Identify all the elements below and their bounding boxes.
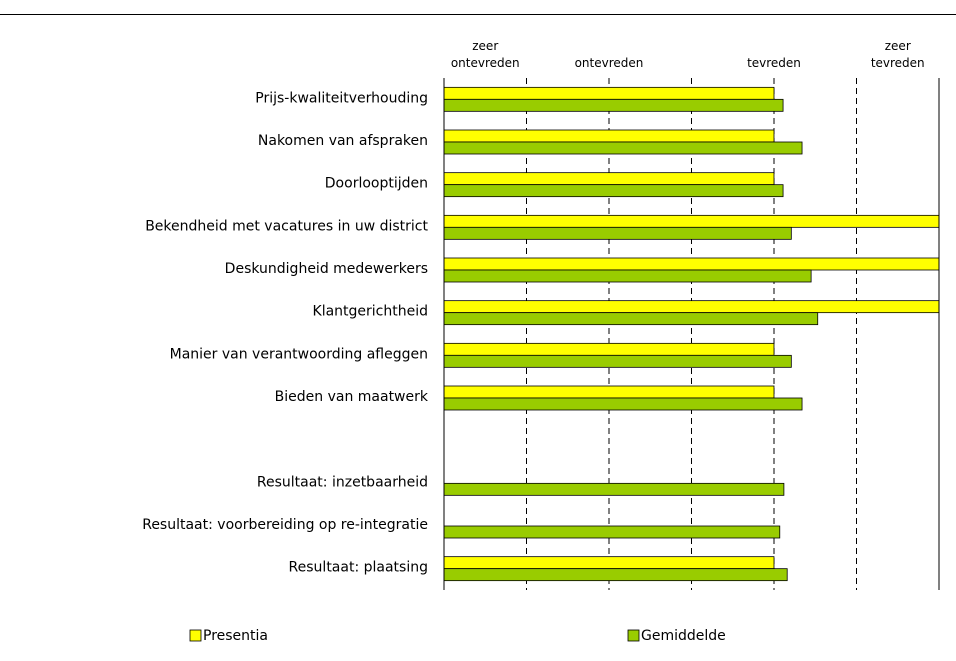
bar bbox=[443, 556, 775, 570]
x-tick-label: zeer ontevreden bbox=[450, 39, 520, 70]
y-tick-label: Nakomen van afspraken bbox=[258, 133, 428, 149]
bar bbox=[443, 269, 812, 283]
y-tick-label: Bieden van maatwerk bbox=[275, 389, 429, 405]
bar bbox=[443, 312, 819, 326]
bar bbox=[443, 86, 775, 100]
bar bbox=[443, 342, 775, 356]
legend-label: Gemiddelde bbox=[641, 628, 726, 644]
bar bbox=[443, 300, 940, 314]
bar bbox=[443, 385, 775, 399]
bar bbox=[443, 257, 940, 271]
bar bbox=[443, 172, 775, 186]
y-tick-label: Resultaat: plaatsing bbox=[289, 560, 428, 576]
bar bbox=[443, 482, 785, 496]
y-tick-label: Resultaat: voorbereiding op re-integrati… bbox=[142, 517, 428, 533]
y-tick-label: Doorlooptijden bbox=[325, 176, 428, 192]
bar bbox=[443, 568, 788, 582]
bar bbox=[443, 525, 781, 539]
bar bbox=[443, 397, 803, 411]
y-tick-label: Manier van verantwoording afleggen bbox=[170, 346, 428, 362]
y-tick-label: Klantgerichtheid bbox=[313, 304, 428, 320]
x-tick-label: ontevreden bbox=[574, 56, 644, 70]
legend-swatch bbox=[189, 629, 202, 642]
x-tick-label: tevreden bbox=[747, 56, 801, 70]
legend-label: Presentia bbox=[203, 628, 268, 644]
bar bbox=[443, 141, 803, 155]
y-tick-label: Bekendheid met vacatures in uw district bbox=[145, 218, 428, 234]
bar bbox=[443, 354, 792, 368]
bar bbox=[443, 214, 940, 228]
legend-swatch bbox=[627, 629, 640, 642]
x-tick-label: zeer tevreden bbox=[870, 39, 925, 70]
bar bbox=[443, 184, 784, 198]
y-tick-label: Deskundigheid medewerkers bbox=[225, 261, 428, 277]
y-tick-label: Prijs-kwaliteitverhouding bbox=[255, 90, 428, 106]
y-tick-label: Resultaat: inzetbaarheid bbox=[257, 474, 428, 490]
bar bbox=[443, 226, 792, 240]
bar bbox=[443, 98, 784, 112]
bar bbox=[443, 129, 775, 143]
